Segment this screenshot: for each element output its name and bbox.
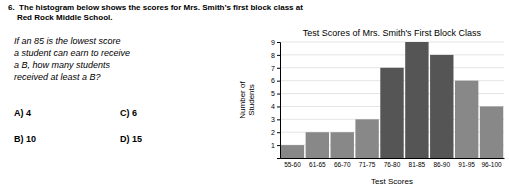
- tick-label: 76-80: [384, 161, 401, 168]
- answer-choice-line: B) 10: [14, 134, 36, 144]
- bar: [306, 132, 329, 158]
- bar: [430, 55, 453, 158]
- tick-label: 3: [271, 116, 275, 123]
- answer-choice-line: A) 4: [14, 108, 31, 118]
- bar: [380, 68, 403, 158]
- tick: 8: [271, 52, 280, 59]
- question-line-line: Red Rock Middle School.: [8, 13, 112, 22]
- tick-mark: [277, 132, 280, 133]
- y-axis-title-line: Number of: [238, 81, 247, 119]
- tick: 81-85: [409, 158, 426, 168]
- tick-label: 4: [271, 103, 275, 110]
- bar: [480, 106, 503, 158]
- tick: 6: [271, 77, 280, 84]
- tick-label: 8: [271, 52, 275, 59]
- tick: 61-65: [309, 158, 326, 168]
- question-line: Red Rock Middle School.: [8, 13, 112, 22]
- tick-label: 91-95: [458, 161, 475, 168]
- chart-title: Test Scores of Mrs. Smith's First Block …: [303, 28, 482, 38]
- x-axis-title-line: Test Scores: [371, 177, 413, 186]
- x-axis: 55-60 61-65 66-70 71-75 76-80 81-85 86-90 91-95…: [281, 158, 505, 168]
- tick-label: 81-85: [409, 161, 426, 168]
- text-panel: 6. The histogram below shows the scores …: [8, 3, 303, 144]
- tick-mark: [277, 106, 280, 107]
- chart-root: 6. The histogram below shows the scores …: [0, 0, 509, 194]
- question-body-line: a student can earn to receive: [14, 48, 130, 58]
- tick-mark: [277, 42, 280, 43]
- answer-choice-line: D) 15: [120, 134, 142, 144]
- question-body-line: If an 85 is the lowest score: [14, 36, 121, 46]
- answer-choice: B) 10: [14, 134, 36, 144]
- tick-label: 86-90: [433, 161, 450, 168]
- bar: [355, 119, 378, 158]
- tick: 91-95: [458, 158, 475, 168]
- tick: 9: [271, 39, 280, 46]
- x-axis-title: Test Scores: [371, 177, 413, 186]
- chart-title-line: Test Scores of Mrs. Smith's First Block …: [303, 28, 482, 38]
- axis-line: [281, 158, 505, 159]
- tick-label: 96-100: [481, 161, 502, 168]
- tick-label: 66-70: [334, 161, 351, 168]
- tick-label: 61-65: [309, 161, 326, 168]
- tick-label: 1: [271, 142, 275, 149]
- answer-choice-line: C) 6: [120, 108, 137, 118]
- tick-label: 55-60: [284, 161, 301, 168]
- tick-label: 7: [271, 65, 275, 72]
- tick: 1: [271, 142, 280, 149]
- chart-svg: 6. The histogram below shows the scores …: [0, 0, 509, 194]
- tick: 66-70: [334, 158, 351, 168]
- tick: 55-60: [284, 158, 301, 168]
- tick: 3: [271, 116, 280, 123]
- tick-label: 5: [271, 90, 275, 97]
- tick: 4: [271, 103, 280, 110]
- tick-mark: [277, 94, 280, 95]
- y-axis-title: Number ofStudents: [238, 81, 256, 119]
- answer-choice: A) 4: [14, 108, 31, 118]
- question-line-line: 6. The histogram below shows the scores …: [8, 3, 303, 12]
- tick-label: 6: [271, 77, 275, 84]
- y-axis-title-line: Students: [247, 84, 256, 116]
- question-body: If an 85 is the lowest score a student ca…: [14, 36, 130, 82]
- tick-label: 71-75: [359, 161, 376, 168]
- grid-line: [280, 42, 504, 43]
- axis-line: [277, 43, 281, 159]
- bar: [331, 132, 354, 158]
- tick-label: 2: [271, 129, 275, 136]
- tick-mark: [277, 145, 280, 146]
- question-line: 6. The histogram below shows the scores …: [8, 3, 303, 12]
- tick: 96-100: [481, 158, 502, 168]
- bar: [281, 145, 304, 158]
- tick-mark: [277, 55, 280, 56]
- tick: 2: [271, 129, 280, 136]
- tick: 71-75: [359, 158, 376, 168]
- y-axis: 1 2 3 4 5 6 7 8 9: [271, 39, 280, 159]
- tick-mark: [277, 81, 280, 82]
- tick-mark: [277, 119, 280, 120]
- tick: 76-80: [384, 158, 401, 168]
- bar: [455, 81, 478, 158]
- tick-label: 9: [271, 39, 275, 46]
- answer-choice: D) 15: [120, 134, 142, 144]
- tick: 86-90: [433, 158, 450, 168]
- bars: [281, 42, 504, 158]
- tick-mark: [277, 68, 280, 69]
- answer-choice: C) 6: [120, 108, 137, 118]
- question-body-line: received at least a B?: [14, 72, 101, 82]
- tick: 5: [271, 90, 280, 97]
- grid-line: [280, 54, 504, 55]
- question-body-line: a B, how many students: [14, 60, 111, 70]
- bar: [405, 42, 428, 158]
- tick: 7: [271, 65, 280, 72]
